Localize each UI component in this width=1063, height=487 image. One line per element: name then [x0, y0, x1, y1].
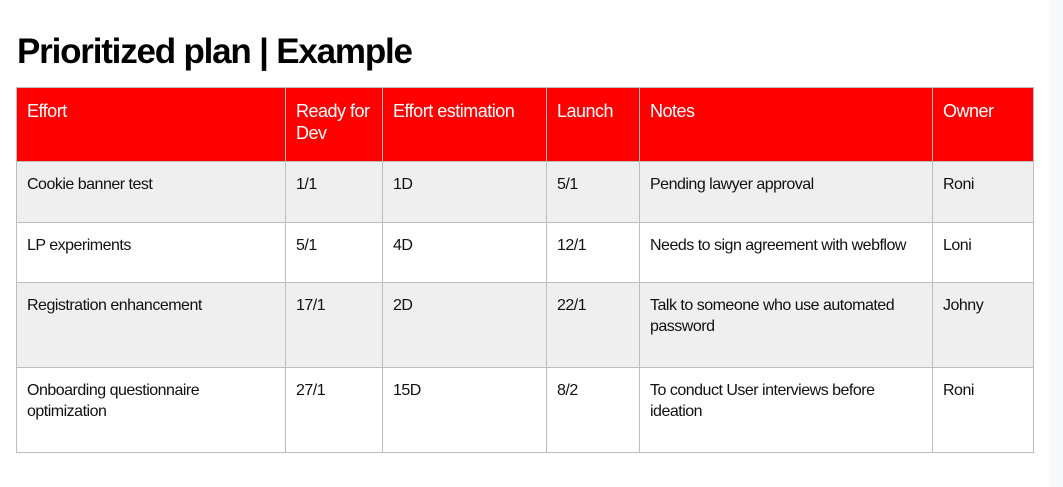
cell-launch: 22/1 [546, 282, 640, 368]
header-effort: Effort [16, 87, 286, 162]
plan-table: Effort Ready for Dev Effort estimation L… [16, 87, 1034, 453]
cell-ready-for-dev: 27/1 [285, 367, 383, 453]
cell-notes: Talk to someone who use automated passwo… [639, 282, 933, 368]
cell-launch: 8/2 [546, 367, 640, 453]
table-row: Onboarding questionnaire optimization 27… [16, 367, 1034, 453]
table-header-row: Effort Ready for Dev Effort estimation L… [16, 87, 1034, 162]
cell-effort-estimation: 2D [382, 282, 547, 368]
header-effort-estimation: Effort estimation [382, 87, 547, 162]
cell-owner: Roni [932, 367, 1034, 453]
right-edge-strip [1049, 0, 1063, 487]
cell-ready-for-dev: 5/1 [285, 222, 383, 283]
cell-launch: 5/1 [546, 161, 640, 223]
table-row: Registration enhancement 17/1 2D 22/1 Ta… [16, 282, 1034, 368]
header-launch: Launch [546, 87, 640, 162]
cell-notes: Pending lawyer approval [639, 161, 933, 223]
page-title: Prioritized plan | Example [17, 32, 413, 71]
cell-effort-estimation: 15D [382, 367, 547, 453]
header-notes: Notes [639, 87, 933, 162]
cell-ready-for-dev: 17/1 [285, 282, 383, 368]
cell-effort: LP experiments [16, 222, 286, 283]
cell-notes: Needs to sign agreement with webflow [639, 222, 933, 283]
cell-launch: 12/1 [546, 222, 640, 283]
header-ready-for-dev: Ready for Dev [285, 87, 383, 162]
cell-effort-estimation: 1D [382, 161, 547, 223]
table-row: Cookie banner test 1/1 1D 5/1 Pending la… [16, 161, 1034, 223]
header-owner: Owner [932, 87, 1034, 162]
cell-effort: Registration enhancement [16, 282, 286, 368]
cell-notes: To conduct User interviews before ideati… [639, 367, 933, 453]
cell-owner: Johny [932, 282, 1034, 368]
table-row: LP experiments 5/1 4D 12/1 Needs to sign… [16, 222, 1034, 283]
cell-owner: Roni [932, 161, 1034, 223]
cell-owner: Loni [932, 222, 1034, 283]
cell-effort: Cookie banner test [16, 161, 286, 223]
cell-ready-for-dev: 1/1 [285, 161, 383, 223]
cell-effort-estimation: 4D [382, 222, 547, 283]
cell-effort: Onboarding questionnaire optimization [16, 367, 286, 453]
